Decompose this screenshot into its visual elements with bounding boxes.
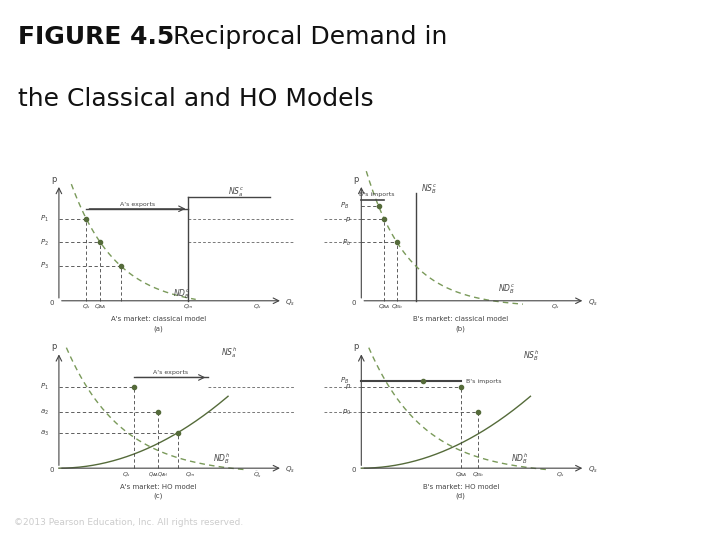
- Text: $Q_s$: $Q_s$: [285, 298, 295, 308]
- Text: $ND_B^h$: $ND_B^h$: [213, 451, 230, 466]
- Text: $Q_s$: $Q_s$: [82, 302, 91, 312]
- Text: $a_3$: $a_3$: [40, 429, 49, 438]
- Text: 0: 0: [351, 300, 356, 306]
- Text: B's imports: B's imports: [359, 192, 395, 197]
- Text: 0: 0: [49, 300, 54, 306]
- Text: $a_2$: $a_2$: [40, 408, 49, 417]
- Text: $Q_{AA}Q_{AH}$: $Q_{AA}Q_{AH}$: [148, 470, 168, 479]
- Text: $Q_s$: $Q_s$: [556, 470, 565, 479]
- Text: p: p: [354, 174, 359, 184]
- Text: $Q_{AA}$: $Q_{AA}$: [378, 302, 390, 312]
- Text: Reciprocal Demand in: Reciprocal Demand in: [157, 25, 448, 49]
- Text: (b): (b): [456, 326, 466, 332]
- Text: 0: 0: [49, 467, 54, 473]
- Text: 4-23: 4-23: [660, 515, 698, 530]
- Text: $Q_s$: $Q_s$: [285, 465, 295, 475]
- Text: $Q_{AA}$: $Q_{AA}$: [94, 302, 107, 312]
- Text: $NS_a^h$: $NS_a^h$: [220, 345, 237, 360]
- Text: B's market: classical model: B's market: classical model: [413, 316, 508, 322]
- Text: $p$: $p$: [345, 214, 351, 224]
- Text: $NS_B^c$: $NS_B^c$: [421, 183, 437, 197]
- Text: $Q_s$: $Q_s$: [122, 470, 130, 479]
- Text: $p$: $p$: [345, 382, 351, 391]
- Text: $P_b$: $P_b$: [342, 238, 351, 247]
- Text: ©2013 Pearson Education, Inc. All rights reserved.: ©2013 Pearson Education, Inc. All rights…: [14, 518, 243, 527]
- Text: $Q_{Bb}$: $Q_{Bb}$: [472, 470, 485, 479]
- Text: $p_0$: $p_0$: [342, 408, 351, 417]
- Text: $Q_s$: $Q_s$: [551, 302, 560, 312]
- Text: (c): (c): [153, 493, 163, 500]
- Text: A's market: classical model: A's market: classical model: [111, 316, 206, 322]
- Text: A's exports: A's exports: [153, 370, 189, 375]
- Text: (a): (a): [153, 326, 163, 332]
- Text: $P_1$: $P_1$: [40, 381, 49, 391]
- Text: $Q_{Bb}$: $Q_{Bb}$: [391, 302, 403, 312]
- Text: $ND_B^c$: $ND_B^c$: [498, 283, 516, 296]
- Text: $NS_a^c$: $NS_a^c$: [228, 186, 244, 199]
- Text: p: p: [51, 174, 57, 184]
- Text: $Q_s$: $Q_s$: [588, 298, 598, 308]
- Text: $Q_m$: $Q_m$: [183, 302, 194, 312]
- Text: $Q_s$: $Q_s$: [588, 465, 598, 475]
- Text: B's imports: B's imports: [466, 379, 501, 384]
- Text: $ND_B^c$: $ND_B^c$: [174, 288, 191, 301]
- Text: $P_B$: $P_B$: [340, 201, 349, 211]
- Text: $P_3$: $P_3$: [40, 261, 49, 271]
- Text: $Q_m$: $Q_m$: [185, 470, 196, 479]
- Text: (d): (d): [456, 493, 466, 500]
- Text: $ND_B^h$: $ND_B^h$: [510, 451, 528, 466]
- Text: 0: 0: [351, 467, 356, 473]
- Text: $P_B$: $P_B$: [340, 376, 349, 387]
- Text: the Classical and HO Models: the Classical and HO Models: [18, 87, 374, 111]
- Text: $NS_B^h$: $NS_B^h$: [523, 348, 539, 362]
- Text: A's market: HO model: A's market: HO model: [120, 484, 197, 490]
- Text: A's exports: A's exports: [120, 201, 155, 206]
- Text: p: p: [354, 342, 359, 351]
- Text: $Q_{AA}$: $Q_{AA}$: [454, 470, 467, 479]
- Text: $P_1$: $P_1$: [40, 214, 49, 224]
- Text: $P_2$: $P_2$: [40, 238, 49, 247]
- Text: B's market: HO model: B's market: HO model: [423, 484, 499, 490]
- Text: p: p: [51, 342, 57, 351]
- Text: $Q_s$: $Q_s$: [253, 302, 263, 312]
- Text: FIGURE 4.5: FIGURE 4.5: [18, 25, 174, 49]
- Text: $\tilde{Q}_s$: $\tilde{Q}_s$: [253, 469, 263, 479]
